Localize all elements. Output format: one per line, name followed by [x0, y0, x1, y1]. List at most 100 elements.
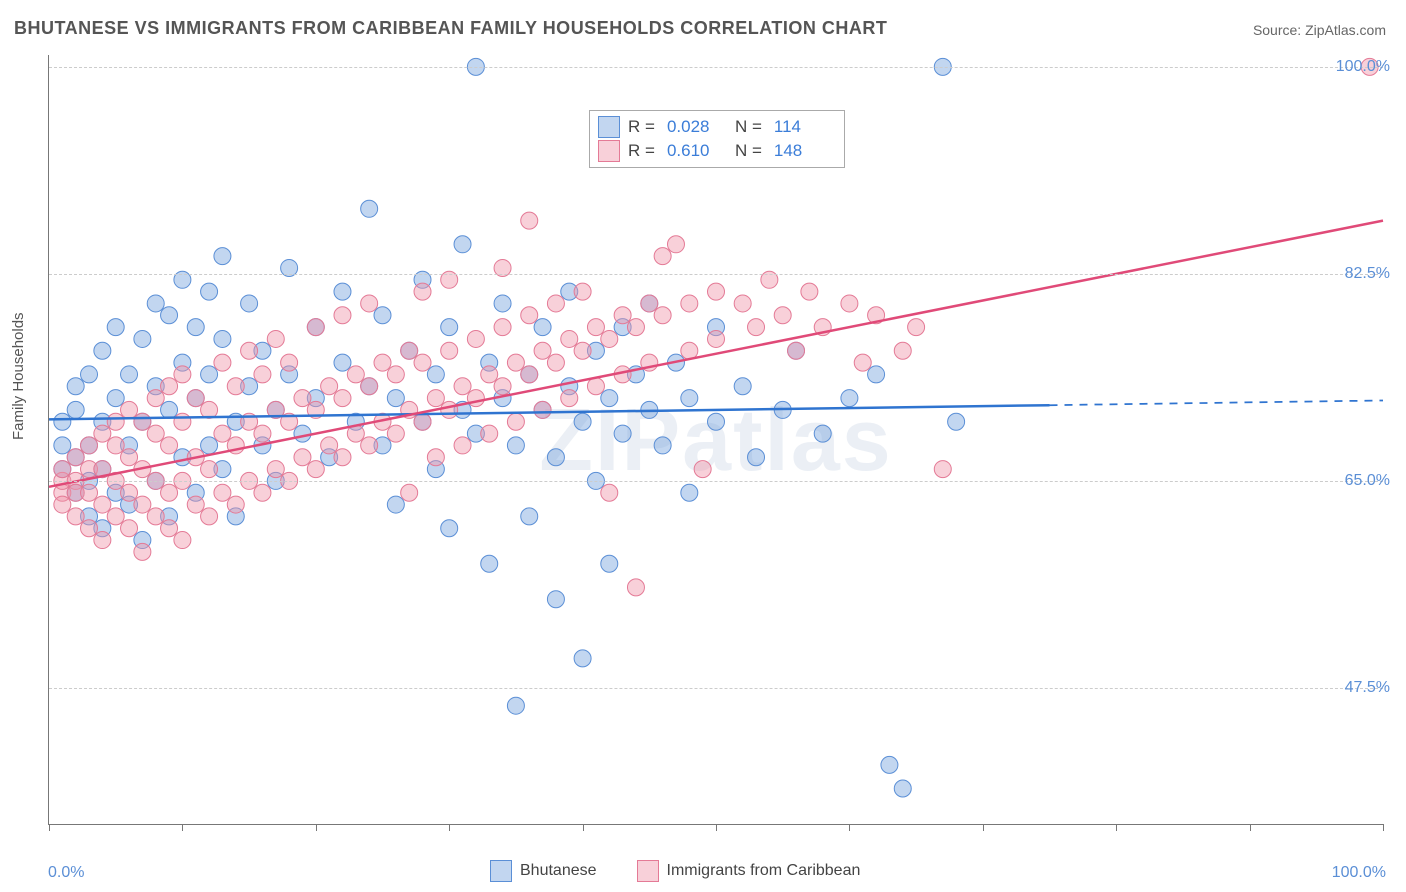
scatter-point	[201, 508, 218, 525]
scatter-point	[507, 437, 524, 454]
x-tick	[849, 824, 850, 831]
scatter-point	[201, 366, 218, 383]
source-label: Source: ZipAtlas.com	[1253, 22, 1386, 38]
gridline-h	[49, 274, 1383, 275]
scatter-point	[494, 295, 511, 312]
scatter-point	[494, 378, 511, 395]
scatter-point	[334, 307, 351, 324]
scatter-point	[54, 461, 71, 478]
scatter-point	[107, 508, 124, 525]
scatter-point	[427, 366, 444, 383]
scatter-point	[841, 295, 858, 312]
scatter-point	[161, 484, 178, 501]
bottom-legend: Bhutanese Immigrants from Caribbean	[490, 860, 860, 882]
scatter-point	[507, 354, 524, 371]
scatter-point	[814, 425, 831, 442]
scatter-point	[134, 413, 151, 430]
scatter-point	[534, 342, 551, 359]
r-label-1: R =	[628, 141, 655, 161]
scatter-point	[627, 319, 644, 336]
scatter-point	[547, 449, 564, 466]
scatter-point	[507, 413, 524, 430]
scatter-point	[361, 378, 378, 395]
scatter-point	[107, 413, 124, 430]
scatter-point	[94, 342, 111, 359]
scatter-point	[534, 401, 551, 418]
scatter-point	[121, 366, 138, 383]
scatter-point	[681, 295, 698, 312]
scatter-point	[201, 461, 218, 478]
x-tick	[716, 824, 717, 831]
scatter-point	[801, 283, 818, 300]
scatter-point	[374, 307, 391, 324]
scatter-point	[748, 449, 765, 466]
gridline-h	[49, 688, 1383, 689]
bottom-swatch-1	[637, 860, 659, 882]
scatter-point	[441, 342, 458, 359]
scatter-point	[881, 756, 898, 773]
scatter-point	[934, 461, 951, 478]
scatter-point	[161, 378, 178, 395]
scatter-point	[708, 413, 725, 430]
scatter-point	[214, 425, 231, 442]
scatter-point	[94, 425, 111, 442]
scatter-point	[401, 484, 418, 501]
chart-container: BHUTANESE VS IMMIGRANTS FROM CARIBBEAN F…	[0, 0, 1406, 892]
gridline-h	[49, 67, 1383, 68]
scatter-point	[294, 449, 311, 466]
legend-item-0: Bhutanese	[490, 860, 597, 882]
scatter-point	[174, 532, 191, 549]
scatter-point	[214, 484, 231, 501]
scatter-point	[614, 425, 631, 442]
scatter-point	[574, 650, 591, 667]
scatter-point	[547, 591, 564, 608]
r-label-0: R =	[628, 117, 655, 137]
scatter-point	[401, 342, 418, 359]
scatter-point	[334, 449, 351, 466]
y-tick-label: 82.5%	[1345, 265, 1390, 283]
plot-svg	[49, 55, 1383, 824]
scatter-point	[427, 390, 444, 407]
scatter-point	[94, 496, 111, 513]
x-tick-min: 0.0%	[48, 864, 84, 882]
scatter-point	[587, 378, 604, 395]
scatter-point	[387, 425, 404, 442]
scatter-point	[67, 378, 84, 395]
scatter-point	[121, 449, 138, 466]
x-tick	[983, 824, 984, 831]
scatter-point	[67, 449, 84, 466]
n-value-1: 148	[774, 141, 824, 161]
scatter-point	[574, 283, 591, 300]
stats-row-1: R = 0.610 N = 148	[598, 139, 834, 163]
scatter-point	[254, 425, 271, 442]
scatter-point	[641, 295, 658, 312]
source-name: ZipAtlas.com	[1305, 22, 1386, 38]
scatter-point	[507, 697, 524, 714]
scatter-point	[81, 520, 98, 537]
scatter-point	[441, 401, 458, 418]
stats-row-0: R = 0.028 N = 114	[598, 115, 834, 139]
scatter-point	[441, 520, 458, 537]
scatter-point	[547, 295, 564, 312]
scatter-point	[521, 212, 538, 229]
legend-swatch-1	[598, 140, 620, 162]
scatter-point	[467, 330, 484, 347]
gridline-h	[49, 481, 1383, 482]
scatter-point	[774, 307, 791, 324]
scatter-point	[214, 330, 231, 347]
scatter-point	[868, 366, 885, 383]
scatter-point	[67, 508, 84, 525]
scatter-point	[187, 390, 204, 407]
scatter-point	[454, 236, 471, 253]
scatter-point	[361, 200, 378, 217]
scatter-point	[601, 330, 618, 347]
x-tick	[583, 824, 584, 831]
n-value-0: 114	[774, 117, 824, 137]
scatter-point	[147, 508, 164, 525]
scatter-point	[227, 496, 244, 513]
scatter-point	[107, 319, 124, 336]
x-tick-max: 100.0%	[1332, 864, 1386, 882]
scatter-point	[654, 307, 671, 324]
scatter-point	[147, 390, 164, 407]
scatter-point	[681, 484, 698, 501]
